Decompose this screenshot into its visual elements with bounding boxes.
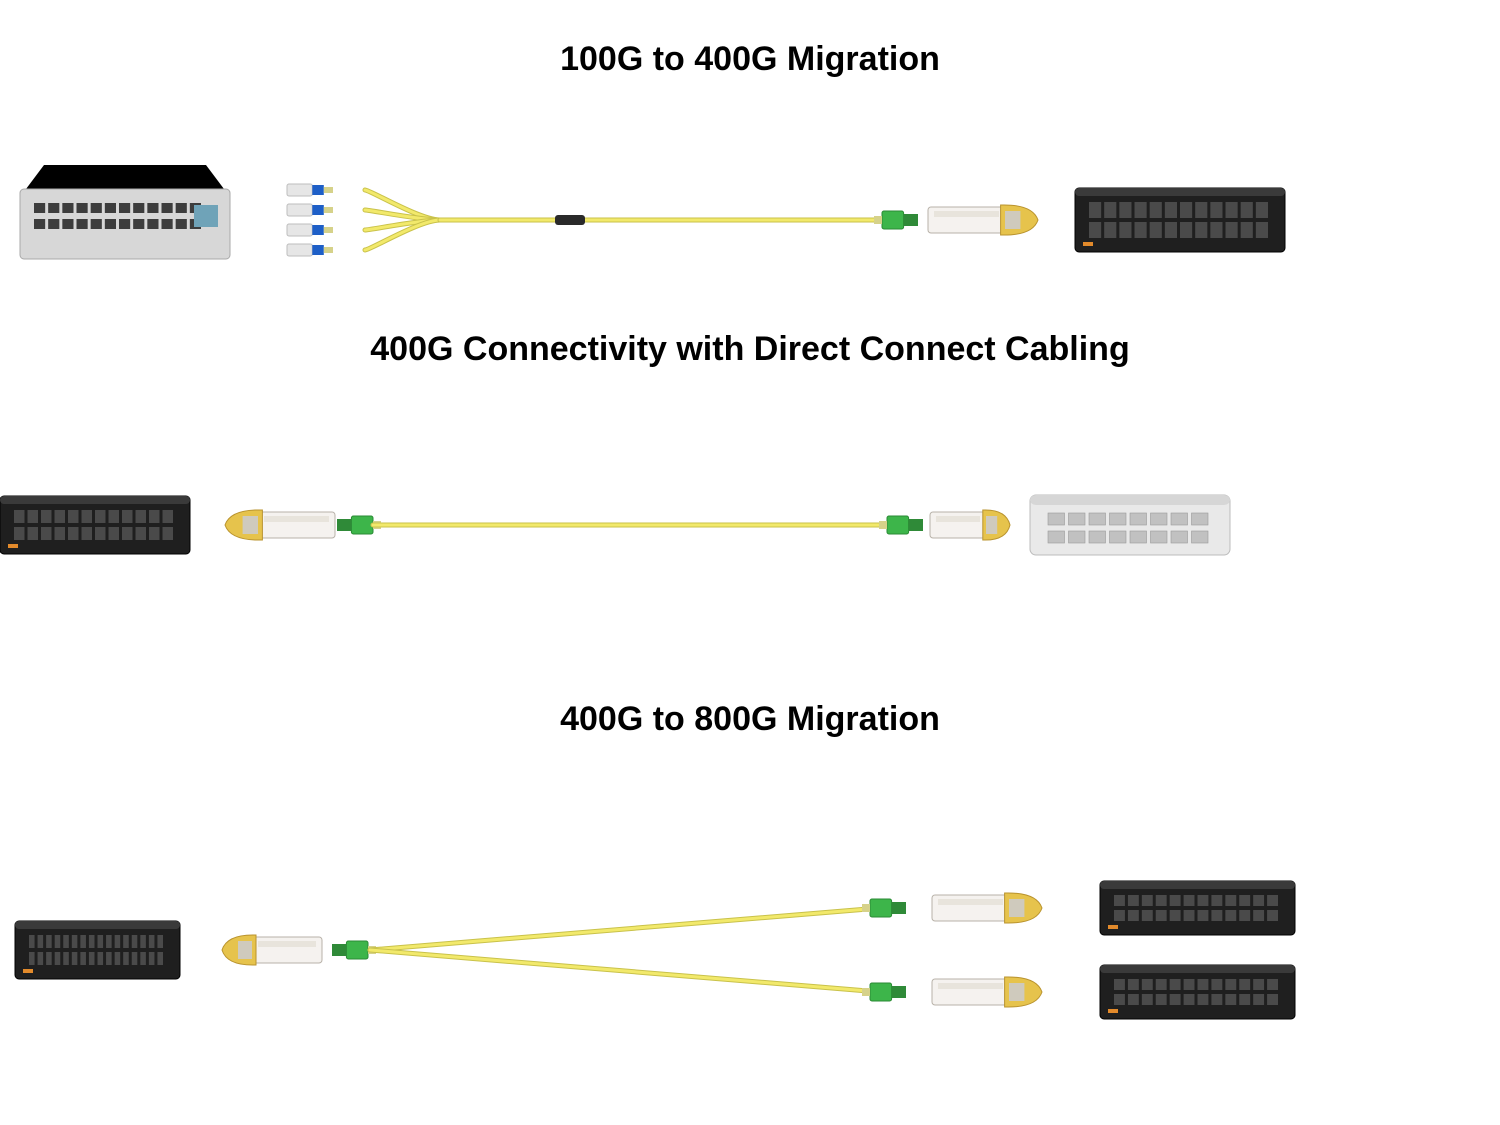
section-1-diagram bbox=[0, 160, 1500, 280]
section-2-diagram bbox=[0, 470, 1500, 580]
section-3-title: 400G to 800G Migration bbox=[560, 700, 940, 739]
section-3-diagram bbox=[0, 870, 1500, 1030]
section-1-title: 100G to 400G Migration bbox=[560, 40, 940, 79]
section-2-title: 400G Connectivity with Direct Connect Ca… bbox=[370, 330, 1129, 369]
